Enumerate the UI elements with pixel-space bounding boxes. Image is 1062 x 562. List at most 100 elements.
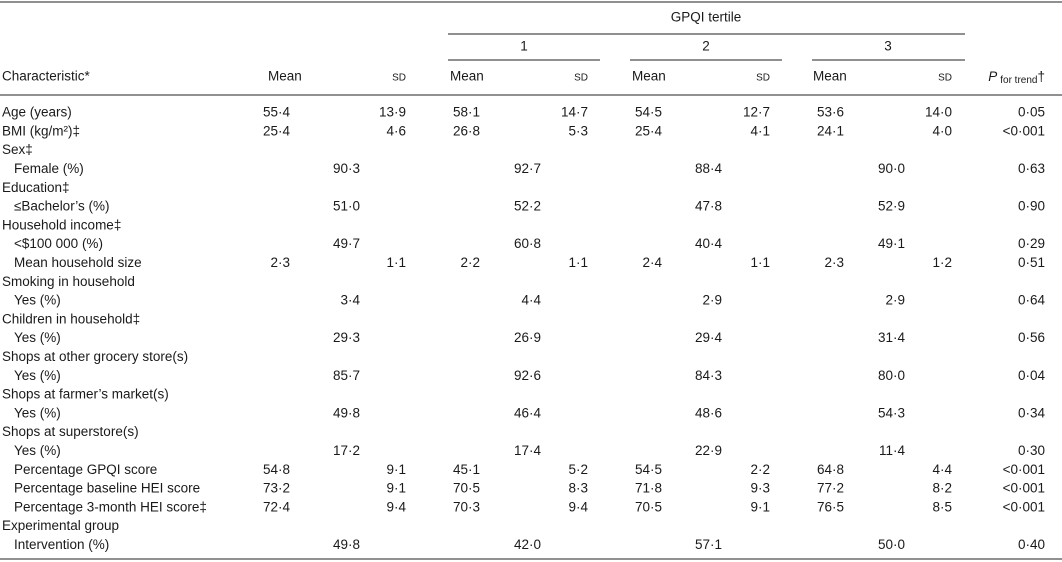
sd-cell: 4·6 <box>386 123 406 138</box>
p-cell: 0·34 <box>1018 405 1046 420</box>
sd-cell: 14·0 <box>925 105 952 120</box>
percent-cell: 3·4 <box>340 293 360 308</box>
percent-cell: 88·4 <box>695 161 723 176</box>
percent-cell: 29·3 <box>333 330 360 345</box>
percent-cell: 26·9 <box>514 330 541 345</box>
tertile-header: 3 <box>884 39 892 54</box>
sd-cell: 5·2 <box>568 462 588 477</box>
sd-header: SD <box>938 73 952 84</box>
p-cell: <0·001 <box>1003 123 1045 138</box>
mean-cell: 2·2 <box>460 255 480 270</box>
row-label: Percentage GPQI score <box>14 462 157 477</box>
mean-cell: 24·1 <box>817 123 844 138</box>
mean-cell: 58·1 <box>453 105 480 120</box>
percent-cell: 60·8 <box>514 236 541 251</box>
sd-cell: 9·1 <box>386 481 406 496</box>
mean-cell: 71·8 <box>635 481 662 496</box>
mean-header: Mean <box>813 69 847 84</box>
sd-cell: 1·1 <box>750 255 770 270</box>
percent-cell: 49·7 <box>333 236 360 251</box>
mean-cell: 72·4 <box>263 499 291 514</box>
sd-header: SD <box>574 73 588 84</box>
sd-cell: 9·1 <box>386 462 406 477</box>
percent-cell: 85·7 <box>333 368 360 383</box>
row-label: Yes (%) <box>14 443 61 458</box>
percent-cell: 84·3 <box>695 368 722 383</box>
sd-cell: 1·2 <box>932 255 952 270</box>
percent-cell: 40·4 <box>695 236 723 251</box>
sd-cell: 12·7 <box>743 105 770 120</box>
row-label: Percentage 3-month HEI score‡ <box>14 499 207 514</box>
row-label: Household income‡ <box>2 217 121 232</box>
p-cell: 0·40 <box>1018 537 1045 552</box>
p-cell: 0·63 <box>1018 161 1045 176</box>
sd-cell: 9·3 <box>750 481 770 496</box>
tertile-header: 1 <box>520 39 528 54</box>
percent-cell: 22·9 <box>695 443 722 458</box>
p-cell: 0·04 <box>1018 368 1046 383</box>
mean-cell: 70·3 <box>453 499 480 514</box>
mean-cell: 76·5 <box>817 499 844 514</box>
sd-cell: 4·0 <box>932 123 952 138</box>
p-cell: <0·001 <box>1003 499 1045 514</box>
percent-cell: 52·9 <box>878 199 905 214</box>
mean-cell: 55·4 <box>263 105 291 120</box>
row-label: Yes (%) <box>14 330 61 345</box>
percent-cell: 80·0 <box>878 368 905 383</box>
sd-cell: 4·4 <box>932 462 952 477</box>
mean-cell: 2·4 <box>642 255 662 270</box>
p-cell: 0·05 <box>1018 105 1045 120</box>
mean-cell: 64·8 <box>817 462 844 477</box>
percent-cell: 50·0 <box>878 537 905 552</box>
row-label: Smoking in household <box>2 274 135 289</box>
percent-cell: 49·1 <box>878 236 905 251</box>
percent-cell: 17·2 <box>333 443 360 458</box>
sd-cell: 9·4 <box>568 499 588 514</box>
mean-cell: 26·8 <box>453 123 480 138</box>
mean-cell: 77·2 <box>817 481 844 496</box>
p-mark: † <box>1037 69 1045 84</box>
sd-cell: 4·1 <box>750 123 770 138</box>
group-header: GPQI tertile <box>671 10 742 25</box>
row-label: Age (years) <box>2 105 72 120</box>
row-label: BMI (kg/m²)‡ <box>2 123 80 138</box>
row-label: Education‡ <box>2 180 70 195</box>
percent-cell: 29·4 <box>695 330 723 345</box>
percent-cell: 57·1 <box>695 537 722 552</box>
row-label: Female (%) <box>14 161 84 176</box>
row-label: Sex‡ <box>2 142 33 157</box>
mean-cell: 70·5 <box>453 481 480 496</box>
sd-cell: 14·7 <box>561 105 588 120</box>
percent-cell: 90·0 <box>878 161 905 176</box>
mean-cell: 54·5 <box>635 105 662 120</box>
p-cell: 0·29 <box>1018 236 1045 251</box>
row-label: Yes (%) <box>14 293 61 308</box>
mean-cell: 25·4 <box>635 123 663 138</box>
mean-cell: 53·6 <box>817 105 844 120</box>
p-cell: <0·001 <box>1003 481 1045 496</box>
sd-cell: 1·1 <box>386 255 406 270</box>
sd-cell: 2·2 <box>750 462 770 477</box>
percent-cell: 49·8 <box>333 405 360 420</box>
row-label: Yes (%) <box>14 368 61 383</box>
percent-cell: 48·6 <box>695 405 722 420</box>
percent-cell: 47·8 <box>695 199 722 214</box>
p-cell: 0·64 <box>1018 293 1046 308</box>
percent-cell: 11·4 <box>879 443 906 458</box>
percent-cell: 46·4 <box>514 405 542 420</box>
p-cell: 0·90 <box>1018 199 1045 214</box>
row-label: Shops at farmer’s market(s) <box>2 387 169 402</box>
sd-cell: 9·1 <box>750 499 770 514</box>
percent-cell: 17·4 <box>514 443 542 458</box>
row-label: Intervention (%) <box>14 537 109 552</box>
mean-cell: 45·1 <box>453 462 480 477</box>
sd-cell: 8·5 <box>932 499 952 514</box>
p-cell: 0·30 <box>1018 443 1045 458</box>
row-label: Yes (%) <box>14 405 61 420</box>
mean-cell: 2·3 <box>824 255 844 270</box>
mean-cell: 54·5 <box>635 462 662 477</box>
percent-cell: 51·0 <box>333 199 360 214</box>
p-cell: 0·56 <box>1018 330 1045 345</box>
percent-cell: 2·9 <box>885 293 905 308</box>
